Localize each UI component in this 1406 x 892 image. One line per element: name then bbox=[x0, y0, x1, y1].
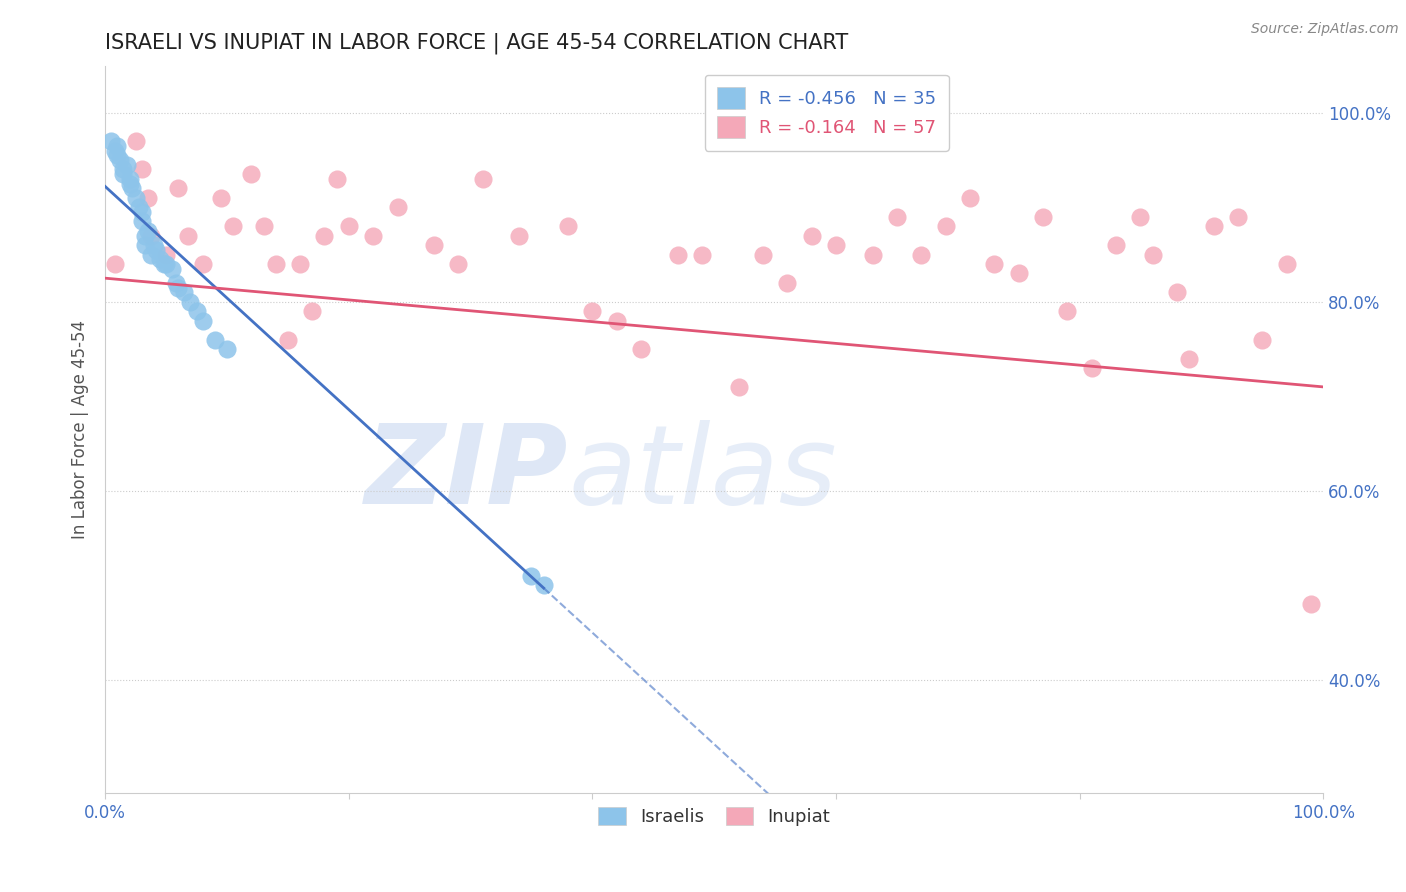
Point bbox=[191, 314, 214, 328]
Point bbox=[108, 153, 131, 167]
Point bbox=[314, 228, 336, 243]
Point bbox=[1226, 210, 1249, 224]
Point bbox=[179, 294, 201, 309]
Point bbox=[167, 181, 190, 195]
Point bbox=[155, 247, 177, 261]
Point bbox=[105, 139, 128, 153]
Point bbox=[288, 257, 311, 271]
Point bbox=[471, 172, 494, 186]
Point bbox=[800, 228, 823, 243]
Point bbox=[215, 342, 238, 356]
Point bbox=[155, 257, 177, 271]
Point bbox=[337, 219, 360, 234]
Point bbox=[124, 191, 146, 205]
Point bbox=[1202, 219, 1225, 234]
Point bbox=[727, 380, 749, 394]
Point bbox=[177, 228, 200, 243]
Point bbox=[160, 261, 183, 276]
Point bbox=[167, 280, 190, 294]
Point bbox=[131, 162, 153, 177]
Text: Source: ZipAtlas.com: Source: ZipAtlas.com bbox=[1251, 22, 1399, 37]
Point bbox=[825, 238, 848, 252]
Point bbox=[581, 304, 603, 318]
Point bbox=[100, 134, 122, 148]
Point bbox=[910, 247, 932, 261]
Point bbox=[145, 243, 167, 257]
Point bbox=[136, 224, 159, 238]
Point bbox=[752, 247, 775, 261]
Point bbox=[240, 167, 263, 181]
Point bbox=[277, 333, 299, 347]
Y-axis label: In Labor Force | Age 45-54: In Labor Force | Age 45-54 bbox=[72, 320, 89, 539]
Point bbox=[983, 257, 1005, 271]
Point bbox=[387, 200, 409, 214]
Point bbox=[886, 210, 908, 224]
Point bbox=[104, 144, 127, 158]
Point bbox=[104, 257, 127, 271]
Point bbox=[557, 219, 579, 234]
Point bbox=[124, 134, 146, 148]
Text: ZIP: ZIP bbox=[364, 419, 568, 526]
Point bbox=[136, 191, 159, 205]
Point bbox=[959, 191, 981, 205]
Point bbox=[204, 333, 226, 347]
Point bbox=[1275, 257, 1298, 271]
Point bbox=[165, 276, 187, 290]
Point bbox=[105, 148, 128, 162]
Point bbox=[191, 257, 214, 271]
Point bbox=[152, 257, 174, 271]
Point bbox=[1080, 361, 1102, 376]
Point bbox=[1299, 597, 1322, 611]
Point bbox=[112, 167, 135, 181]
Point bbox=[520, 569, 543, 583]
Point bbox=[264, 257, 287, 271]
Point bbox=[1105, 238, 1128, 252]
Point bbox=[361, 228, 384, 243]
Point bbox=[134, 238, 156, 252]
Text: ISRAELI VS INUPIAT IN LABOR FORCE | AGE 45-54 CORRELATION CHART: ISRAELI VS INUPIAT IN LABOR FORCE | AGE … bbox=[105, 33, 848, 54]
Point bbox=[1142, 247, 1164, 261]
Legend: Israelis, Inupiat: Israelis, Inupiat bbox=[589, 797, 839, 835]
Point bbox=[149, 252, 172, 267]
Point bbox=[1251, 333, 1274, 347]
Point bbox=[690, 247, 713, 261]
Point bbox=[301, 304, 323, 318]
Point bbox=[142, 238, 165, 252]
Point bbox=[209, 191, 232, 205]
Point bbox=[186, 304, 208, 318]
Point bbox=[131, 214, 153, 228]
Point bbox=[141, 228, 163, 243]
Point bbox=[173, 285, 195, 300]
Point bbox=[325, 172, 347, 186]
Point bbox=[1178, 351, 1201, 366]
Point bbox=[1129, 210, 1152, 224]
Point bbox=[423, 238, 446, 252]
Point bbox=[776, 276, 799, 290]
Point bbox=[141, 247, 163, 261]
Point bbox=[862, 247, 884, 261]
Point bbox=[131, 205, 153, 219]
Point bbox=[533, 578, 555, 592]
Point bbox=[222, 219, 245, 234]
Point bbox=[447, 257, 470, 271]
Point bbox=[112, 162, 135, 177]
Point bbox=[666, 247, 689, 261]
Point bbox=[935, 219, 957, 234]
Point bbox=[118, 172, 141, 186]
Point bbox=[118, 177, 141, 191]
Point bbox=[630, 342, 652, 356]
Point bbox=[134, 228, 156, 243]
Point bbox=[1056, 304, 1078, 318]
Point bbox=[508, 228, 530, 243]
Text: atlas: atlas bbox=[568, 419, 837, 526]
Point bbox=[115, 158, 138, 172]
Point bbox=[606, 314, 628, 328]
Point bbox=[1166, 285, 1188, 300]
Point bbox=[128, 200, 150, 214]
Point bbox=[1032, 210, 1054, 224]
Point bbox=[121, 181, 143, 195]
Point bbox=[1008, 267, 1031, 281]
Point bbox=[252, 219, 274, 234]
